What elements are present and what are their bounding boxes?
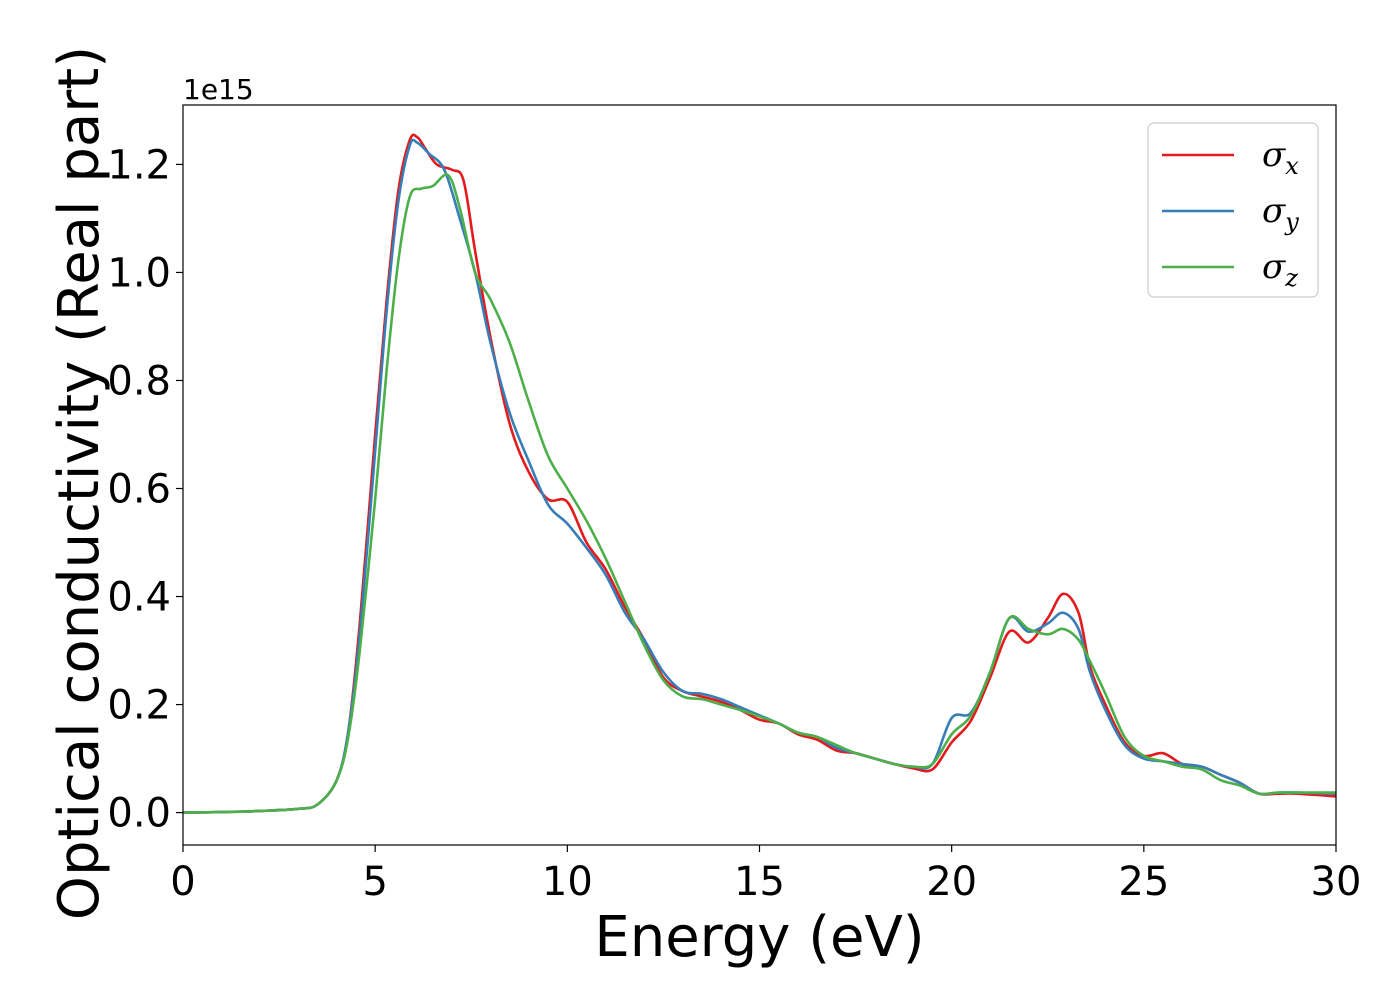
legend: σx σy σz: [1147, 122, 1319, 298]
x-tick-label: 30: [1311, 859, 1362, 905]
y-tick-label: 0.4: [107, 575, 171, 621]
series-layer: [183, 133, 1336, 814]
y-axis: 0.0 0.2 0.4 0.6 0.8 1.0 1.2: [107, 142, 183, 837]
x-tick-label: 15: [734, 859, 785, 905]
y-tick-label: 0.2: [107, 683, 171, 729]
x-tick-label: 5: [362, 859, 387, 905]
x-tick-label: 0: [170, 859, 195, 905]
y-tick-label: 0.8: [107, 358, 171, 404]
x-tick-label: 10: [542, 859, 593, 905]
legend-items: σx σy σz: [1162, 135, 1299, 292]
y-axis-title: Optical conductivity (Real part): [47, 46, 112, 920]
y-offset-label: 1e15: [183, 73, 254, 106]
x-axis: 0 5 10 15 20 25 30: [170, 845, 1361, 905]
y-tick-label: 0.6: [107, 467, 171, 513]
y-tick-label: 0.0: [107, 791, 171, 837]
x-axis-title: Energy (eV): [594, 905, 924, 970]
legend-label-y: σy: [1262, 191, 1299, 236]
series-line-y: [183, 138, 1336, 814]
legend-label-x: σx: [1262, 135, 1299, 180]
series-line-z: [183, 173, 1336, 814]
legend-label-z: σz: [1262, 247, 1298, 292]
y-tick-label: 1.2: [107, 142, 171, 188]
x-tick-label: 25: [1118, 859, 1169, 905]
x-tick-label: 20: [926, 859, 977, 905]
y-tick-label: 1.0: [107, 250, 171, 296]
